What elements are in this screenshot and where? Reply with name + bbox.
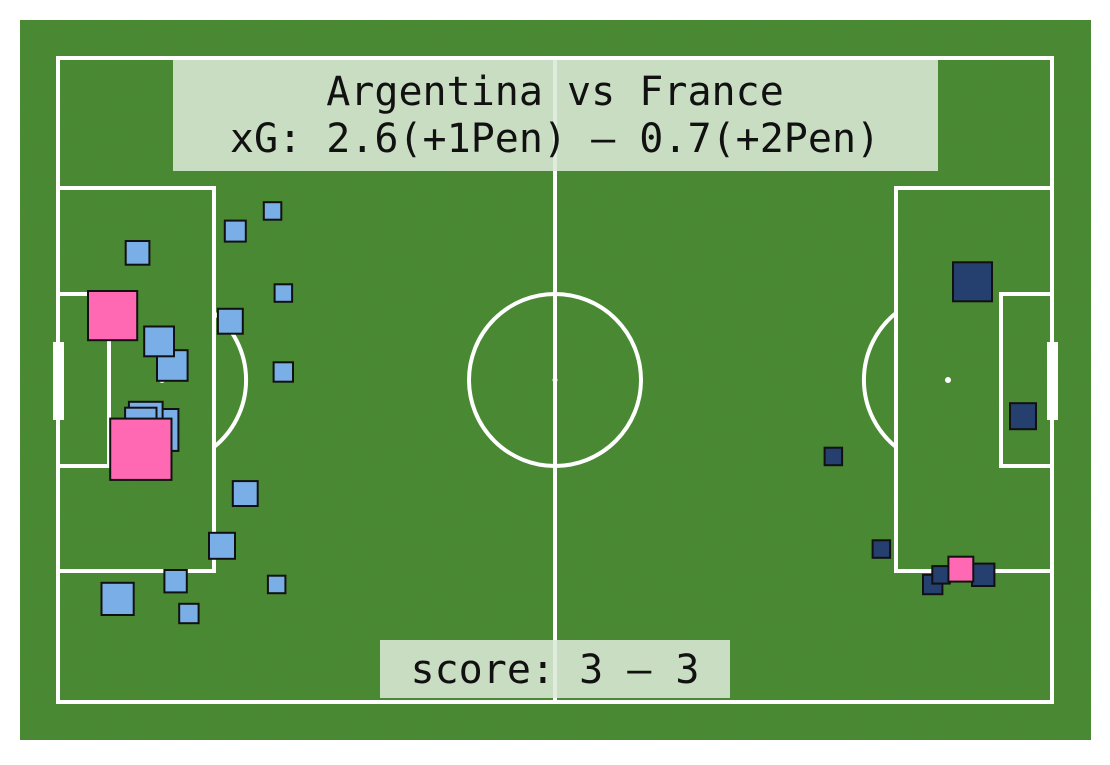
goal-marker-team2-2: [947, 555, 975, 583]
title-box: [173, 60, 938, 171]
shot-marker-team1-14: [223, 219, 247, 243]
shot-marker-team1-13: [178, 602, 200, 625]
shot-marker-team1-11: [231, 480, 259, 508]
shot-marker-team2-3: [971, 562, 996, 587]
shot-marker-team2-0: [952, 261, 993, 303]
chart-subtitle-xg: xG: 2.6(+1Pen) – 0.7(+2Pen): [230, 116, 880, 162]
goal-marker-team1-0: [109, 417, 173, 481]
shot-marker-team2-1: [1009, 402, 1037, 431]
center-circle: [467, 292, 643, 468]
score-box: [380, 640, 730, 698]
right-goal: [1047, 342, 1058, 420]
shots-layer: [87, 201, 1037, 625]
shot-marker-team1-5: [100, 581, 135, 616]
score-label: score: 3 – 3: [411, 647, 700, 693]
shot-marker-team1-8: [208, 531, 236, 560]
right-penalty-arc: [861, 311, 898, 449]
left-goal: [53, 342, 64, 420]
center-spot: [552, 377, 558, 383]
shot-marker-team1-16: [273, 283, 294, 303]
goal-marker-team1-1: [87, 290, 139, 342]
shot-marker-team2-6: [871, 539, 892, 559]
shot-marker-team1-9: [216, 307, 244, 335]
shot-marker-team1-10: [163, 569, 188, 594]
chart-title: Argentina vs France: [326, 69, 784, 115]
right-penalty-spot: [945, 377, 951, 383]
shot-marker-team1-7: [143, 325, 175, 358]
shot-marker-team1-12: [124, 240, 151, 266]
shot-marker-team1-18: [262, 201, 283, 221]
shot-marker-team2-5: [931, 565, 951, 585]
shot-marker-team1-15: [272, 361, 295, 383]
shot-marker-team1-17: [266, 574, 287, 595]
shot-marker-team2-7: [823, 446, 844, 467]
